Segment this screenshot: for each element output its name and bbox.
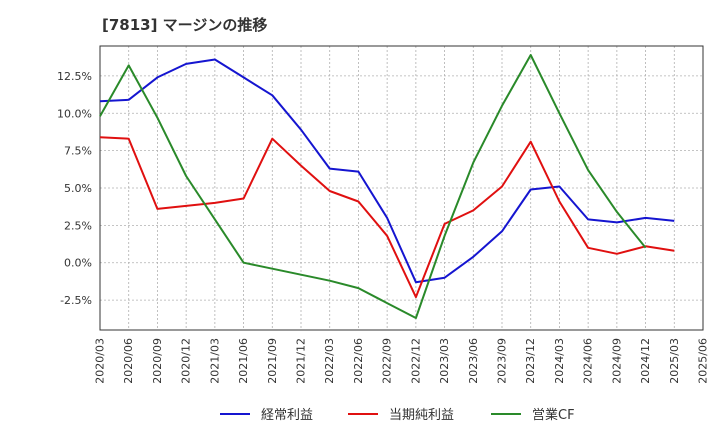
x-tick-label: 2024/12	[639, 338, 652, 384]
series-line	[99, 58, 675, 284]
y-tick-label: 7.5%	[64, 145, 92, 158]
y-tick-label: 12.5%	[57, 70, 92, 83]
y-tick-label: 2.5%	[64, 219, 92, 232]
legend-label: 当期純利益	[389, 408, 454, 423]
x-tick-label: 2021/03	[208, 338, 221, 384]
x-tick-label: 2020/03	[94, 338, 107, 384]
x-tick-label: 2020/06	[122, 338, 135, 384]
x-tick-label: 2022/03	[323, 338, 336, 384]
x-tick-label: 2021/06	[237, 338, 250, 384]
x-tick-labels: 2020/03 2020/06 2020/09 2020/12 2021/03 2021/…	[94, 338, 710, 384]
x-tick-label: 2025/03	[668, 338, 681, 384]
x-tick-label: 2024/03	[553, 338, 566, 384]
y-tick-label: 0.0%	[64, 257, 92, 270]
x-tick-label: 2023/12	[524, 338, 537, 384]
x-tick-label: 2024/06	[582, 338, 595, 384]
y-tick-label: 5.0%	[64, 182, 92, 195]
x-tick-label: 2024/09	[610, 338, 623, 384]
x-tick-label: 2020/09	[151, 338, 164, 384]
x-tick-label: 2023/09	[496, 338, 509, 384]
legend-label: 経常利益	[261, 408, 313, 423]
x-tick-label: 2023/06	[467, 338, 480, 384]
grid	[100, 46, 703, 330]
legend: 経常利益 当期純利益 営業CF	[220, 407, 575, 423]
series-line	[99, 136, 675, 299]
y-tick-labels: -2.5% 0.0% 2.5% 5.0% 7.5% 10.0% 12.5%	[57, 70, 92, 307]
chart-title: [7813] マージンの推移	[102, 16, 268, 34]
plot-frame	[99, 45, 704, 331]
legend-label: 営業CF	[532, 407, 575, 423]
x-tick-label: 2025/06	[697, 338, 710, 384]
x-tick-label: 2020/12	[180, 338, 193, 384]
series-lines	[99, 54, 675, 319]
x-tick-label: 2021/12	[295, 338, 308, 384]
x-tick-label: 2022/06	[352, 338, 365, 384]
x-tick-label: 2023/03	[438, 338, 451, 384]
series-line	[99, 54, 647, 319]
x-tick-label: 2021/09	[266, 338, 279, 384]
x-tick-label: 2022/09	[381, 338, 394, 384]
y-tick-label: -2.5%	[60, 294, 92, 307]
x-tick-label: 2022/12	[409, 338, 422, 384]
y-tick-label: 10.0%	[57, 107, 92, 120]
